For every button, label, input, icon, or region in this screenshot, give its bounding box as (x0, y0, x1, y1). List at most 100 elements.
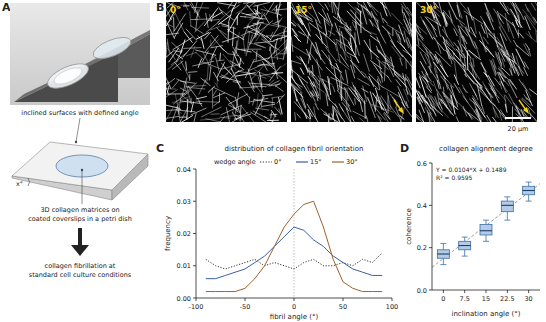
fiber (211, 113, 220, 114)
fiber (344, 26, 354, 39)
x-tick (507, 290, 508, 293)
fiber (329, 2, 338, 9)
fiber (176, 79, 187, 84)
fiber (381, 71, 389, 78)
fiber (524, 62, 529, 70)
fiber (525, 43, 529, 49)
legend-label: 0° (274, 158, 281, 166)
fiber (220, 9, 235, 21)
fiber (529, 89, 537, 97)
fiber (269, 45, 271, 51)
legend-title: wedge angle (214, 158, 256, 166)
fiber (454, 42, 467, 58)
caption: 3D collagen matrices on (40, 206, 119, 214)
fiber (350, 56, 355, 73)
petri-dish (90, 33, 133, 63)
y-tick (193, 298, 196, 299)
caption: inclined surfaces with defined angle (21, 109, 138, 117)
fiber (427, 101, 431, 109)
fiber (404, 89, 409, 103)
fiber (219, 53, 221, 61)
fiber (473, 102, 481, 121)
y-tick-label: 0.2 (417, 244, 427, 252)
fiber (329, 55, 332, 65)
fiber (291, 44, 311, 57)
fiber (377, 49, 389, 63)
flow-arrow (394, 100, 401, 110)
fiber (294, 102, 310, 120)
fiber (221, 63, 235, 79)
x-tick (443, 290, 444, 293)
fiber (443, 37, 449, 59)
fiber (181, 60, 190, 78)
fiber (418, 96, 425, 113)
fiber (336, 63, 339, 68)
fiber (317, 59, 321, 78)
fiber (457, 18, 465, 25)
fiber (291, 84, 303, 98)
fiber (504, 51, 516, 71)
fiber (309, 22, 327, 36)
fiber (368, 97, 376, 118)
fiber (459, 103, 474, 119)
fiber (454, 28, 458, 36)
x-tick (486, 290, 487, 293)
fiber (240, 106, 242, 121)
fiber (494, 33, 498, 47)
fiber (172, 80, 179, 88)
fiber (468, 50, 481, 60)
fiber (292, 20, 303, 32)
fiber (423, 21, 433, 40)
fiber (190, 11, 191, 26)
fiber (435, 54, 439, 63)
fiber (312, 90, 315, 96)
fiber (254, 41, 275, 43)
fiber (348, 42, 359, 63)
micrograph (416, 2, 537, 122)
fiber (178, 94, 181, 115)
fiber (435, 96, 440, 108)
whisker-high (443, 243, 444, 249)
annotation: Y = 0.0104*X + 0.1489 (435, 166, 507, 173)
fiber (344, 87, 354, 105)
fiber (179, 117, 187, 118)
flow-arrow (519, 100, 526, 110)
fiber (259, 72, 262, 88)
fiber (394, 73, 407, 87)
fiber (217, 3, 235, 6)
flow-arrow-head (523, 107, 529, 114)
fiber (221, 64, 242, 70)
whisker-cap (526, 201, 532, 202)
fiber (451, 85, 458, 107)
fiber (378, 28, 386, 43)
fiber (463, 108, 471, 117)
x-tick-label: 100 (386, 303, 398, 311)
fiber (484, 22, 488, 30)
fiber (166, 88, 176, 90)
fiber (425, 17, 436, 31)
fiber (213, 72, 218, 81)
fiber (273, 63, 286, 73)
micrograph-bg (416, 2, 537, 122)
fiber (404, 7, 410, 20)
fiber (316, 34, 328, 48)
fiber (234, 5, 240, 9)
fiber (497, 72, 503, 86)
petri-dish (44, 59, 92, 93)
fiber (376, 114, 382, 119)
fiber (484, 21, 488, 38)
fiber (248, 69, 254, 90)
fiber (253, 2, 270, 6)
fiber (220, 105, 242, 115)
y-tick (429, 247, 432, 248)
fiber (307, 104, 318, 122)
fiber (308, 109, 313, 117)
series-line (206, 253, 382, 269)
fiber (364, 30, 377, 35)
fiber (429, 113, 439, 122)
fiber (340, 39, 346, 60)
fiber (328, 76, 331, 95)
fiber (536, 30, 537, 41)
fiber (396, 48, 408, 62)
fiber (454, 58, 464, 67)
